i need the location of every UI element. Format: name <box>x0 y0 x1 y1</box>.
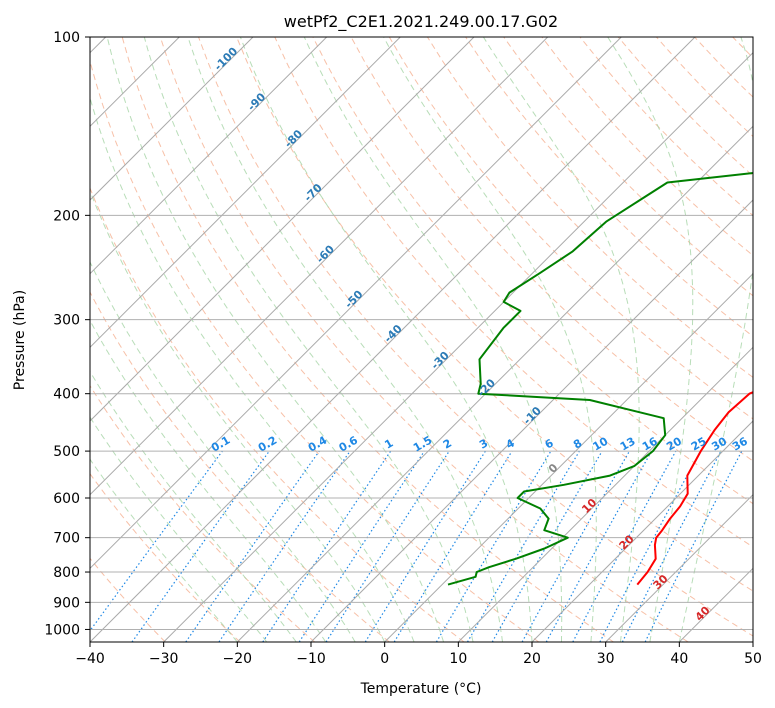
mixing-ratio-line <box>298 450 425 642</box>
x-tick-label: 0 <box>380 651 389 667</box>
mixing-ratio-line <box>185 450 320 642</box>
moist-adiabat <box>239 37 533 642</box>
x-tick-label: 50 <box>744 651 762 667</box>
moist-adiabat <box>90 319 327 642</box>
y-axis-label: Pressure (hPa) <box>12 290 28 390</box>
dry-adiabat <box>465 37 753 338</box>
mixing-ratio-line <box>393 450 513 642</box>
plot-frame <box>89 36 754 643</box>
moist-adiabat <box>90 189 386 642</box>
dry-adiabat <box>503 37 753 297</box>
dewpoint-profile-line <box>447 172 753 586</box>
moist-adiabat <box>607 37 694 642</box>
dry-adiabat <box>90 384 316 642</box>
mixing-ratio-line <box>90 450 223 632</box>
temperature-profile-line <box>636 391 753 586</box>
dry-adiabat <box>121 37 614 642</box>
dry-adiabat <box>90 472 241 642</box>
isotherm-line <box>531 420 753 642</box>
mixing-ratio-line <box>572 450 677 642</box>
isotherm-line <box>90 37 401 349</box>
moist-adiabat <box>90 416 268 642</box>
moist-adiabats <box>90 37 753 642</box>
mixing-ratio-line <box>521 450 631 642</box>
isotherm-line <box>236 125 753 642</box>
y-tick-label: 800 <box>53 565 80 581</box>
dry-adiabat <box>388 37 753 420</box>
moist-adiabat <box>678 37 753 642</box>
x-tick-label: −30 <box>149 651 179 667</box>
dry-adiabat <box>312 37 753 505</box>
y-tick-label: 1000 <box>44 622 80 638</box>
y-tick-label: 100 <box>53 30 80 46</box>
x-axis-label: Temperature (°C) <box>360 681 482 697</box>
pressure-gridlines <box>90 37 753 630</box>
y-tick-label: 200 <box>53 208 80 224</box>
x-tick-label: −10 <box>296 651 326 667</box>
isotherm-line <box>90 37 475 422</box>
x-axis: −40 −30 −20 −10 0 10 20 30 40 50 <box>75 642 762 667</box>
mixing-ratio-line <box>218 450 351 642</box>
isotherm-line <box>90 37 622 570</box>
isotherm-line <box>90 37 328 275</box>
profile-lines <box>447 172 753 586</box>
moist-adiabat <box>90 458 238 642</box>
isotherm-line <box>90 37 696 642</box>
x-tick-label: 20 <box>523 651 541 667</box>
dry-adiabat <box>90 59 540 642</box>
dry-adiabat <box>90 186 465 642</box>
dry-adiabat <box>426 37 753 378</box>
dry-adiabat <box>159 37 689 642</box>
mixing-ratio-line <box>325 450 450 642</box>
mixing-ratio-line <box>131 450 270 642</box>
isotherm-line <box>90 37 549 496</box>
moist-adiabat <box>90 260 356 642</box>
y-tick-label: 700 <box>53 531 80 547</box>
y-tick-label: 900 <box>53 595 80 611</box>
x-tick-label: −20 <box>223 651 253 667</box>
isotherm-line <box>384 272 753 642</box>
y-tick-label: 500 <box>53 444 80 460</box>
dry-adiabat <box>274 37 753 548</box>
dry-adiabat <box>350 37 753 462</box>
moist-adiabat <box>90 370 297 642</box>
moist-adiabat <box>106 37 445 642</box>
moist-adiabat <box>143 37 474 642</box>
mixing-ratio-line <box>262 450 392 642</box>
y-axis: 100 200 300 400 500 600 700 800 900 1000 <box>44 30 90 638</box>
mixing-ratio-lines <box>90 450 743 642</box>
moist-adiabat <box>187 37 503 642</box>
x-tick-label: −40 <box>75 651 105 667</box>
chart-title: wetPf2_C2E1.2021.249.00.17.G02 <box>284 12 558 32</box>
y-tick-label: 300 <box>53 313 80 329</box>
mixing-ratio-line <box>644 450 743 642</box>
y-tick-label: 600 <box>53 491 80 507</box>
moist-adiabat <box>383 37 597 642</box>
x-tick-label: 10 <box>449 651 467 667</box>
x-tick-label: 30 <box>597 651 615 667</box>
mixing-ratio-line <box>545 450 653 642</box>
dry-adiabat <box>90 291 390 642</box>
x-tick-label: 40 <box>670 651 688 667</box>
moist-adiabat <box>482 37 640 642</box>
isotherm-line <box>90 37 254 201</box>
y-tick-label: 400 <box>53 387 80 403</box>
dry-adiabat <box>236 37 753 592</box>
isotherm-line <box>163 51 753 642</box>
isotherm-line <box>605 493 753 642</box>
isotherm-line <box>310 199 753 642</box>
